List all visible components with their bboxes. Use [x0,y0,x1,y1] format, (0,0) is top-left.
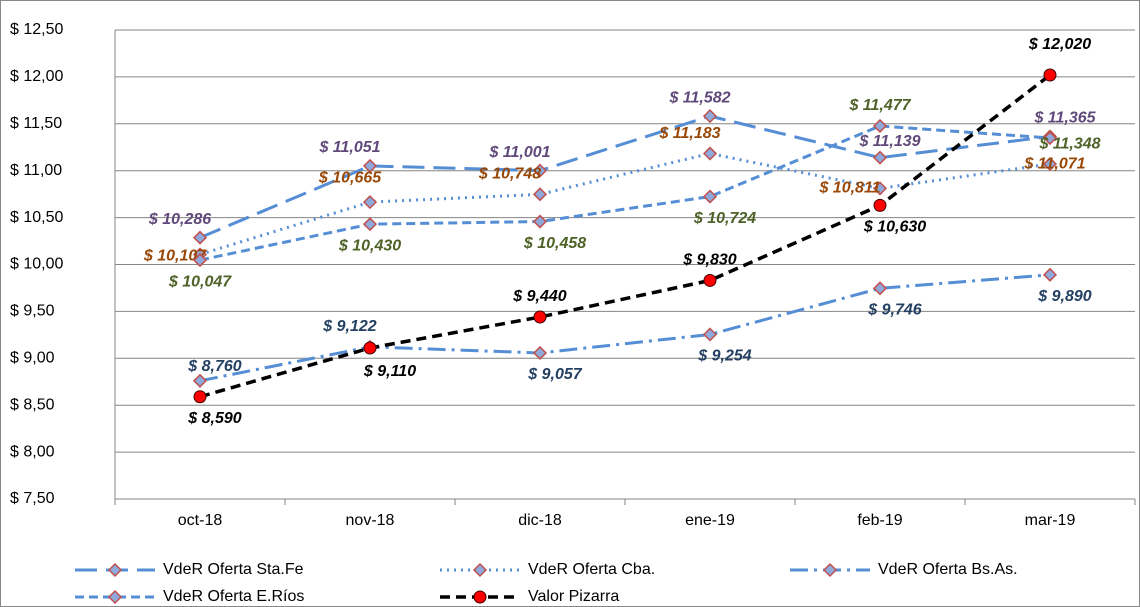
x-tick-label: ene-19 [685,512,735,529]
y-tick-label: $ 9,50 [10,303,55,320]
data-label: $ 11,365 [1033,110,1096,127]
data-label: $ 9,746 [867,302,921,319]
series-line [199,114,1051,240]
marker [192,253,208,268]
data-label: $ 9,057 [527,366,582,383]
marker [1042,267,1058,282]
y-tick-label: $ 10,50 [10,209,63,226]
marker [872,150,888,165]
y-tick-label: $ 11,00 [10,162,62,179]
marker [192,373,208,388]
legend-marker [107,589,123,605]
data-label: $ 11,477 [848,97,911,114]
series-line [199,73,1052,399]
data-label: $ 8,590 [187,410,241,427]
marker [872,181,888,196]
marker [533,310,547,324]
data-label: $ 9,830 [682,252,736,269]
marker [872,281,888,296]
marker [702,189,718,204]
data-label: $ 9,110 [363,363,416,380]
marker [1042,156,1058,172]
data-label: $ 9,254 [697,348,751,365]
marker [362,195,378,210]
series-line [199,151,1051,256]
marker [363,341,377,355]
marker [703,273,717,287]
data-label: $ 12,020 [1028,36,1091,53]
data-label: $ 10,430 [338,237,401,254]
marker [532,345,548,361]
legend-marker [472,562,488,578]
marker [362,158,378,173]
data-label: $ 11,582 [668,89,730,106]
x-tick-label: mar-19 [1025,512,1076,529]
marker [702,327,718,342]
marker [1043,68,1057,82]
legend-marker [107,562,123,578]
y-tick-label: $ 11,50 [10,115,62,132]
marker [532,187,548,202]
data-label: $ 9,440 [512,288,566,305]
data-label: $ 10,458 [523,235,586,252]
data-label: $ 10,630 [863,219,926,236]
y-tick-label: $ 9,00 [10,350,55,367]
series-line [199,124,1051,262]
legend-label: VdeR Oferta Cba. [528,561,655,578]
data-label: $ 10,811 [818,180,880,197]
y-tick-label: $ 8,00 [10,443,55,460]
data-label: $ 11,001 [488,144,550,161]
data-label: $ 11,139 [858,133,920,150]
y-tick-label: $ 7,50 [10,490,55,507]
data-label: $ 9,122 [322,318,376,335]
x-tick-label: oct-18 [178,512,223,529]
data-label: $ 11,183 [658,125,720,142]
x-tick-label: dic-18 [518,512,562,529]
marker [873,198,887,212]
data-label: $ 10,047 [168,273,232,290]
data-label: $ 10,665 [318,169,382,186]
marker [362,217,378,232]
marker [702,146,718,161]
marker [532,163,548,178]
x-tick-label: feb-19 [857,512,902,529]
data-label: $ 10,724 [693,210,756,227]
data-label: $ 9,890 [1037,288,1091,305]
y-tick-label: $ 12,50 [10,21,63,38]
marker [702,109,718,124]
marker [193,390,207,404]
data-label: $ 11,051 [318,139,380,156]
data-label: $ 10,748 [478,166,541,183]
legend-label: VdeR Oferta Bs.As. [878,561,1018,578]
data-label: $ 10,107 [143,248,207,265]
legend-label: VdeR Oferta E.Ríos [163,588,304,605]
legend-label: Valor Pizarra [528,588,619,605]
y-tick-label: $ 12,00 [10,68,63,85]
marker [192,230,208,245]
marker [532,214,548,229]
data-label: $ 11,348 [1038,135,1100,152]
series-line [199,273,1051,383]
data-label: $ 11,071 [1023,155,1085,172]
legend-marker [822,562,838,578]
data-label: $ 10,286 [148,211,211,228]
y-tick-label: $ 8,50 [10,396,55,413]
legend-marker [473,590,487,604]
marker [872,118,888,134]
marker [1042,130,1058,146]
x-tick-label: nov-18 [346,512,395,529]
data-label: $ 8,760 [187,358,241,375]
y-tick-label: $ 10,00 [10,256,63,273]
legend-label: VdeR Oferta Sta.Fe [163,561,304,578]
